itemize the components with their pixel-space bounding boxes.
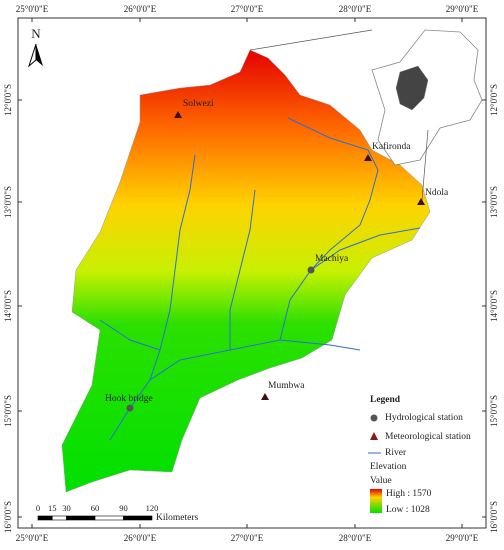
lat-label: 13°0'0"S [489,186,499,218]
legend-meteo: Meteorological station [385,432,471,442]
legend-title: Legend [370,395,401,405]
station-label: Hook bridge [105,394,153,404]
legend-gradient [370,489,382,513]
legend-value: Value [370,476,392,486]
lon-label: 29°0'0"E [446,533,479,543]
scale-segment [123,515,153,521]
scale-tick-label: 90 [119,503,128,513]
scale-unit: Kilometers [156,513,199,523]
basin [61,49,431,493]
station-label: Mumbwa [268,381,305,391]
scale-segment [51,515,67,521]
scale-tick-label: 60 [91,503,100,513]
legend-high: High : 1570 [386,489,432,499]
scale-tick-label: 15 [48,503,57,513]
lat-label: 13°0'0"S [3,186,13,218]
lon-label: 26°0'0"E [124,4,157,14]
legend-river: River [385,448,407,458]
station-label: Machiya [315,254,349,264]
meteorological-station [364,154,372,161]
map-frame [17,17,487,529]
lat-label: 15°0'0"S [489,395,499,427]
scale-segment [66,515,96,521]
lon-label: 25°0'0"E [16,533,49,543]
lat-label: 14°0'0"S [489,290,499,322]
lat-label: 16°0'0"S [489,501,499,533]
station-label: Solwezi [183,99,214,109]
lon-label: 29°0'0"E [446,4,479,14]
lon-label: 25°0'0"E [16,4,49,14]
inset [249,29,483,201]
hydrological-station [307,266,315,274]
lon-label: 27°0'0"E [231,533,264,543]
meteorological-station [417,198,425,205]
legend-meteo-symbol [370,432,378,440]
lon-label: 26°0'0"E [124,533,157,543]
lat-label: 12°0'0"S [489,84,499,116]
north-label: N [31,26,41,41]
scale-segment [94,515,124,521]
lat-label: 16°0'0"S [3,501,13,533]
meteorological-station [174,111,182,118]
legend-low: Low : 1028 [386,505,430,515]
lat-label: 15°0'0"S [3,395,13,427]
scale-tick-label: 0 [36,503,40,513]
scale-tick-label: 30 [62,503,71,513]
hydrological-station [126,404,134,412]
lat-label: 12°0'0"S [3,84,13,116]
station-label: Ndola [425,188,449,198]
lon-label: 28°0'0"E [339,4,372,14]
legend-elevation: Elevation [370,462,407,472]
north-arrow: N [27,26,43,68]
legend: Legend Hydrological station Meteorologic… [368,395,471,515]
meteorological-station [261,393,269,400]
legend-hydro: Hydrological station [385,413,463,423]
legend-hydro-symbol [370,414,378,422]
scale-segment [37,515,53,521]
scale-tick-label: 120 [146,503,159,513]
station-label: Kafironda [372,141,411,152]
lon-label: 28°0'0"E [339,533,372,543]
lon-label: 27°0'0"E [231,4,264,14]
lat-label: 14°0'0"S [3,290,13,322]
